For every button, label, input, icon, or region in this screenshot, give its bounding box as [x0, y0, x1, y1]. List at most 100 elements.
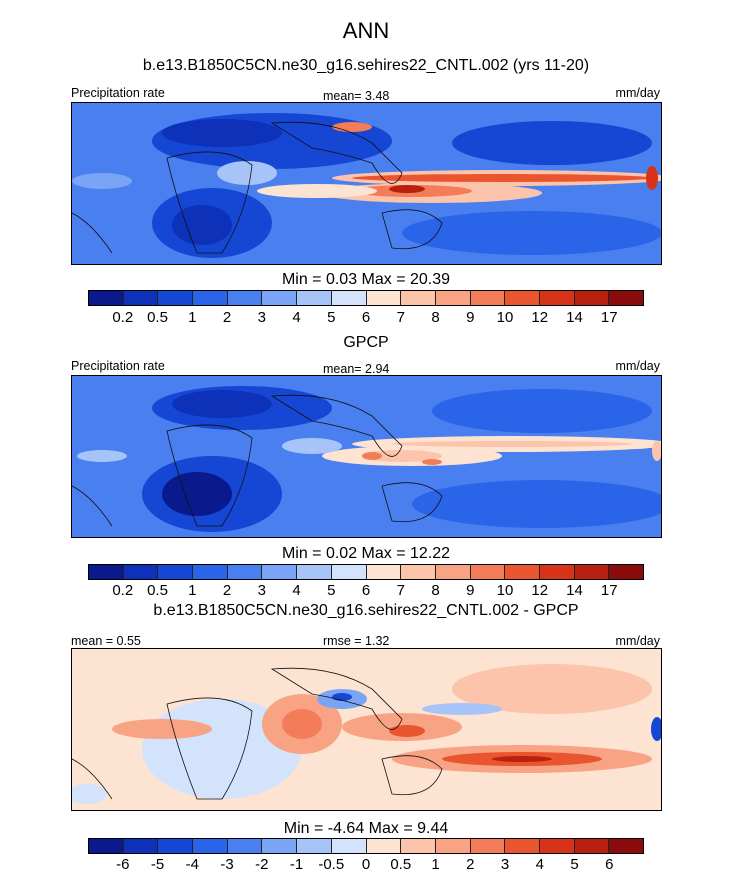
- colorbar-swatch: [89, 291, 124, 305]
- colorbar-swatch: [297, 291, 332, 305]
- panel-3-colorbar-ticks: -6 -5 -4 -3 -2 -1 -0.5 0 0.5 1 2 3 4 5 6: [88, 856, 644, 874]
- colorbar-swatch: [505, 565, 540, 579]
- colorbar-tick-label: 0.5: [147, 309, 168, 326]
- colorbar-tick-label: 1: [431, 856, 440, 873]
- panel-3-units-label: mm/day: [615, 634, 660, 648]
- colorbar-swatch: [435, 565, 471, 579]
- colorbar-swatch: [401, 291, 436, 305]
- colorbar-tick-label: 1: [188, 309, 197, 326]
- panel-3-title: b.e13.B1850C5CN.ne30_g16.sehires22_CNTL.…: [153, 602, 579, 619]
- colorbar-swatch: [193, 839, 228, 853]
- colorbar-swatch: [297, 565, 332, 579]
- colorbar-tick-label: 6: [361, 582, 371, 599]
- colorbar-tick-label: 9: [466, 309, 475, 326]
- panel-1-title: b.e13.B1850C5CN.ne30_g16.sehires22_CNTL.…: [142, 57, 590, 74]
- colorbar-swatch: [331, 839, 367, 853]
- colorbar-swatch: [574, 839, 610, 853]
- colorbar-tick-label: -2: [255, 856, 269, 873]
- colorbar-swatch: [609, 565, 643, 579]
- colorbar-tick-label: 9: [466, 582, 475, 599]
- colorbar-swatch: [539, 839, 575, 853]
- colorbar-tick-label: 8: [431, 582, 440, 599]
- colorbar-swatch: [262, 839, 298, 853]
- colorbar-tick-label: -6: [116, 856, 130, 873]
- panel-1-colorbar: [88, 290, 644, 306]
- colorbar-tick-label: 2: [222, 309, 232, 326]
- colorbar-tick-label: 0.5: [390, 856, 412, 873]
- colorbar-swatch: [505, 291, 540, 305]
- panel-1-left-label: Precipitation rate: [71, 86, 165, 100]
- colorbar-swatch: [123, 565, 159, 579]
- colorbar-swatch: [331, 565, 367, 579]
- colorbar-swatch: [89, 839, 124, 853]
- colorbar-swatch: [435, 839, 471, 853]
- panel-3-mean-label: mean = 0.55: [71, 634, 141, 648]
- colorbar-swatch: [193, 291, 228, 305]
- colorbar-tick-label: 5: [570, 856, 579, 873]
- colorbar-swatch: [193, 565, 228, 579]
- colorbar-swatch: [158, 839, 194, 853]
- colorbar-tick-label: -1: [289, 856, 304, 873]
- colorbar-swatch: [435, 291, 471, 305]
- colorbar-tick-label: 6: [605, 856, 614, 873]
- colorbar-tick-label: 4: [292, 309, 301, 326]
- colorbar-tick-label: 17: [600, 309, 618, 326]
- panel-2-mean-label: mean= 2.94: [323, 362, 390, 376]
- colorbar-swatch: [574, 291, 610, 305]
- panel-2-minmax: Min = 0.02 Max = 12.22: [281, 545, 451, 562]
- colorbar-tick-label: 1: [188, 582, 197, 599]
- colorbar-tick-label: 5: [327, 309, 336, 326]
- colorbar-swatch: [262, 291, 298, 305]
- panel-3-rmse-label: rmse = 1.32: [323, 634, 390, 648]
- panel-2-colorbar-ticks: 0.2 0.5 1 2 3 4 5 6 7 8 9 10 12 14 17: [88, 582, 644, 600]
- colorbar-tick-label: 6: [361, 309, 371, 326]
- colorbar-swatch: [470, 291, 506, 305]
- colorbar-tick-label: 14: [566, 582, 583, 599]
- colorbar-tick-label: 0.5: [147, 582, 168, 599]
- colorbar-swatch: [539, 291, 575, 305]
- colorbar-tick-label: 14: [566, 309, 583, 326]
- colorbar-swatch: [158, 291, 194, 305]
- colorbar-swatch: [297, 839, 332, 853]
- panel-3-map: [71, 648, 662, 811]
- colorbar-tick-label: 3: [257, 582, 266, 599]
- colorbar-tick-label: 5: [327, 582, 336, 599]
- colorbar-swatch: [89, 565, 124, 579]
- colorbar-swatch: [539, 565, 575, 579]
- panel-3-colorbar: [88, 838, 644, 854]
- panel-2-colorbar: [88, 564, 644, 580]
- colorbar-swatch: [574, 565, 610, 579]
- colorbar-tick-label: 10: [496, 309, 514, 326]
- colorbar-swatch: [123, 291, 159, 305]
- colorbar-swatch: [262, 565, 298, 579]
- panel-1-units-label: mm/day: [615, 86, 660, 100]
- colorbar-tick-label: 0: [361, 856, 371, 873]
- colorbar-swatch: [123, 839, 159, 853]
- colorbar-swatch: [401, 839, 436, 853]
- colorbar-swatch: [366, 565, 402, 579]
- colorbar-swatch: [401, 565, 436, 579]
- colorbar-tick-label: 7: [396, 309, 405, 326]
- panel-1-map: [71, 102, 662, 265]
- colorbar-swatch: [227, 291, 263, 305]
- colorbar-tick-label: 0.2: [112, 309, 134, 326]
- colorbar-swatch: [505, 839, 540, 853]
- panel-1-colorbar-ticks: 0.2 0.5 1 2 3 4 5 6 7 8 9 10 12 14 17: [88, 309, 644, 327]
- colorbar-tick-label: 2: [222, 582, 232, 599]
- panel-2-left-label: Precipitation rate: [71, 359, 165, 373]
- colorbar-tick-label: 12: [531, 582, 549, 599]
- colorbar-swatch: [470, 565, 506, 579]
- colorbar-tick-label: 3: [257, 309, 266, 326]
- colorbar-tick-label: 17: [600, 582, 618, 599]
- colorbar-swatch: [366, 839, 402, 853]
- panel-2-units-label: mm/day: [615, 359, 660, 373]
- colorbar-tick-label: 4: [535, 856, 544, 873]
- colorbar-tick-label: 3: [500, 856, 510, 873]
- panel-2-map: [71, 375, 662, 538]
- colorbar-swatch: [158, 565, 194, 579]
- colorbar-tick-label: 12: [531, 309, 549, 326]
- colorbar-tick-label: -0.5: [318, 856, 345, 873]
- figure-title: ANN: [342, 18, 390, 43]
- colorbar-swatch: [227, 565, 263, 579]
- colorbar-swatch: [366, 291, 402, 305]
